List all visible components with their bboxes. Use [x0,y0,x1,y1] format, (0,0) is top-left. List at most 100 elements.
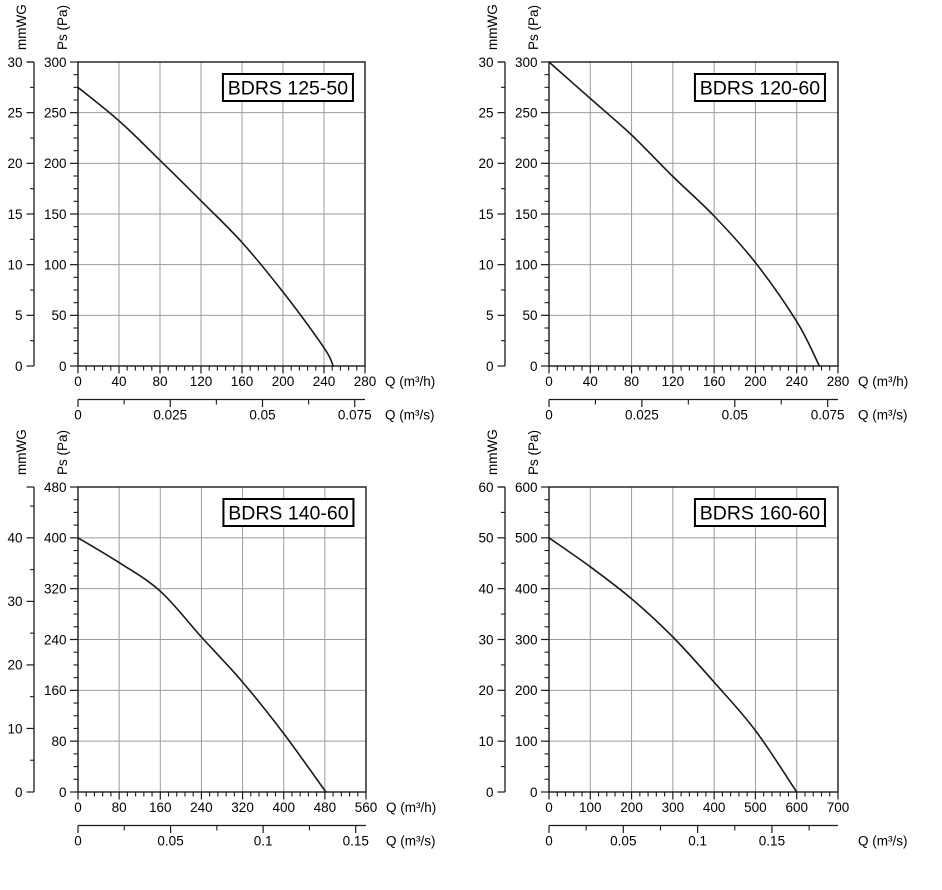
x-tick-label: 240 [313,374,336,389]
y-tick-label: 0 [59,359,67,374]
x-tick-label: 240 [785,374,808,389]
x-tick-label: 320 [231,800,254,815]
x-axis-m3h: 0 40 80 120 160 200 240 280 Q (m³/h) [74,366,435,389]
m3s-tick-label: 0 [74,834,82,849]
x-tick-label: 400 [272,800,295,815]
y-tick-label: 50 [522,308,537,323]
y-tick-label: 160 [44,683,67,698]
mmwg-tick-label: 20 [478,683,493,698]
x-axis-m3s: 0 0.05 0.1 0.15 Q (m³/s) [545,824,908,849]
mmwg-tick-label: 20 [7,156,22,171]
x-tick-label: 300 [662,800,685,815]
x-tick-label: 400 [703,800,726,815]
y-axis-pa: 0 80 160 240 320 400 480 Ps (Pa) [44,430,78,800]
y-tick-label: 100 [515,257,538,272]
x-tick-label: 700 [827,800,850,815]
m3s-tick-label: 0.1 [688,834,707,849]
mmwg-tick-label: 30 [7,55,22,70]
mmwg-tick-label: 0 [15,359,23,374]
y-tick-label: 250 [515,105,538,120]
x-tick-label: 100 [579,800,602,815]
fan-performance-curve [548,537,798,793]
x-axis-m3s: 0 0.025 0.05 0.075 Q (m³/s) [545,398,908,423]
y-tick-label: 150 [515,207,538,222]
y-tick-label: 300 [44,55,67,70]
mmwg-tick-label: 15 [7,207,22,222]
x-axis-m3h: 0 40 80 120 160 200 240 280 Q (m³/h) [545,366,908,389]
m3s-tick-label: 0.1 [254,834,273,849]
mmwg-axis: 0 5 10 15 20 25 30 mmWG [7,4,35,374]
mmwg-tick-label: 30 [478,632,493,647]
y-tick-label: 150 [44,207,67,222]
x-tick-label: 480 [314,800,337,815]
x-tick-label: 80 [624,374,639,389]
mmwg-tick-label: 25 [7,105,22,120]
y-tick-label: 500 [515,531,538,546]
gridlines [78,62,365,366]
mmwg-tick-label: 30 [7,594,22,609]
chart-title: BDRS 120-60 [700,78,820,100]
m3s-tick-label: 0.025 [625,408,659,423]
x-tick-label: 560 [355,800,378,815]
chart-bdrs-120-60: 0 40 80 120 160 200 240 280 Q (m³/h)050100150200… [478,4,908,422]
y-tick-label: 200 [515,683,538,698]
y-tick-label: 400 [515,581,538,596]
mmwg-tick-label: 0 [486,359,494,374]
m3s-axis-unit-label: Q (m³/s) [858,408,908,423]
mmwg-axis-unit-label: mmWG [14,429,29,475]
y-tick-label: 0 [530,359,538,374]
mmwg-tick-label: 50 [478,531,493,546]
mmwg-axis: 0 5 10 15 20 25 30 mmWG [478,4,506,374]
m3s-tick-label: 0.05 [722,408,748,423]
x-axis-m3h: 0 100 200 300 400 500 600 700 [545,792,849,815]
x-tick-label: 280 [827,374,850,389]
mmwg-tick-label: 25 [478,105,493,120]
title-box-frame [693,73,826,102]
mmwg-tick-label: 10 [7,721,22,736]
x-tick-label: 40 [111,374,126,389]
m3s-tick-label: 0 [74,408,82,423]
m3s-tick-label: 0 [545,834,553,849]
m3s-tick-label: 0.025 [153,408,187,423]
x-tick-label: 500 [744,800,767,815]
chart-title: BDRS 160-60 [700,503,820,525]
x-axis-m3h: 0 80 160 240 320 400 480 560 Q (m³/h) [74,792,436,815]
x-tick-label: 80 [112,800,127,815]
fan-performance-curve [77,86,334,367]
y-tick-label: 0 [59,785,67,800]
mmwg-tick-label: 30 [478,55,493,70]
y-axis-unit-label: Ps (Pa) [526,5,541,50]
chart-title-box: BDRS 160-60 [693,498,826,527]
title-box-frame [693,498,826,527]
mmwg-tick-label: 20 [478,156,493,171]
mmwg-tick-label: 40 [7,531,22,546]
chart-title-box: BDRS 120-60 [693,73,826,102]
chart-title: BDRS 125-50 [228,78,348,100]
y-tick-label: 100 [44,257,67,272]
m3s-axis-unit-label: Q (m³/s) [386,834,436,849]
mmwg-tick-label: 15 [478,207,493,222]
y-tick-label: 400 [44,531,67,546]
y-tick-label: 240 [44,632,67,647]
x-axis-unit-label: Q (m³/h) [386,800,436,815]
chart-title-box: BDRS 140-60 [222,498,355,527]
gridlines [549,62,838,366]
x-tick-label: 240 [190,800,213,815]
y-tick-label: 300 [515,632,538,647]
y-axis-unit-label: Ps (Pa) [55,5,70,50]
x-axis-unit-label: Q (m³/h) [385,374,435,389]
mmwg-axis: 0 10 20 30 40 mmWG [7,429,35,800]
y-tick-label: 100 [515,734,538,749]
m3s-tick-label: 0.15 [759,834,785,849]
y-axis-pa: 0 50 100 150 200 250 300 Ps (Pa) [44,5,78,374]
x-tick-label: 120 [662,374,685,389]
x-tick-label: 160 [703,374,726,389]
mmwg-tick-label: 0 [486,785,494,800]
y-axis-pa: 0 50 100 150 200 250 300 Ps (Pa) [515,5,549,374]
gridlines [549,487,838,792]
x-tick-label: 160 [149,800,172,815]
y-axis-unit-label: Ps (Pa) [526,430,541,475]
chart-title-box: BDRS 125-50 [221,73,354,102]
m3s-axis-unit-label: Q (m³/s) [858,834,908,849]
